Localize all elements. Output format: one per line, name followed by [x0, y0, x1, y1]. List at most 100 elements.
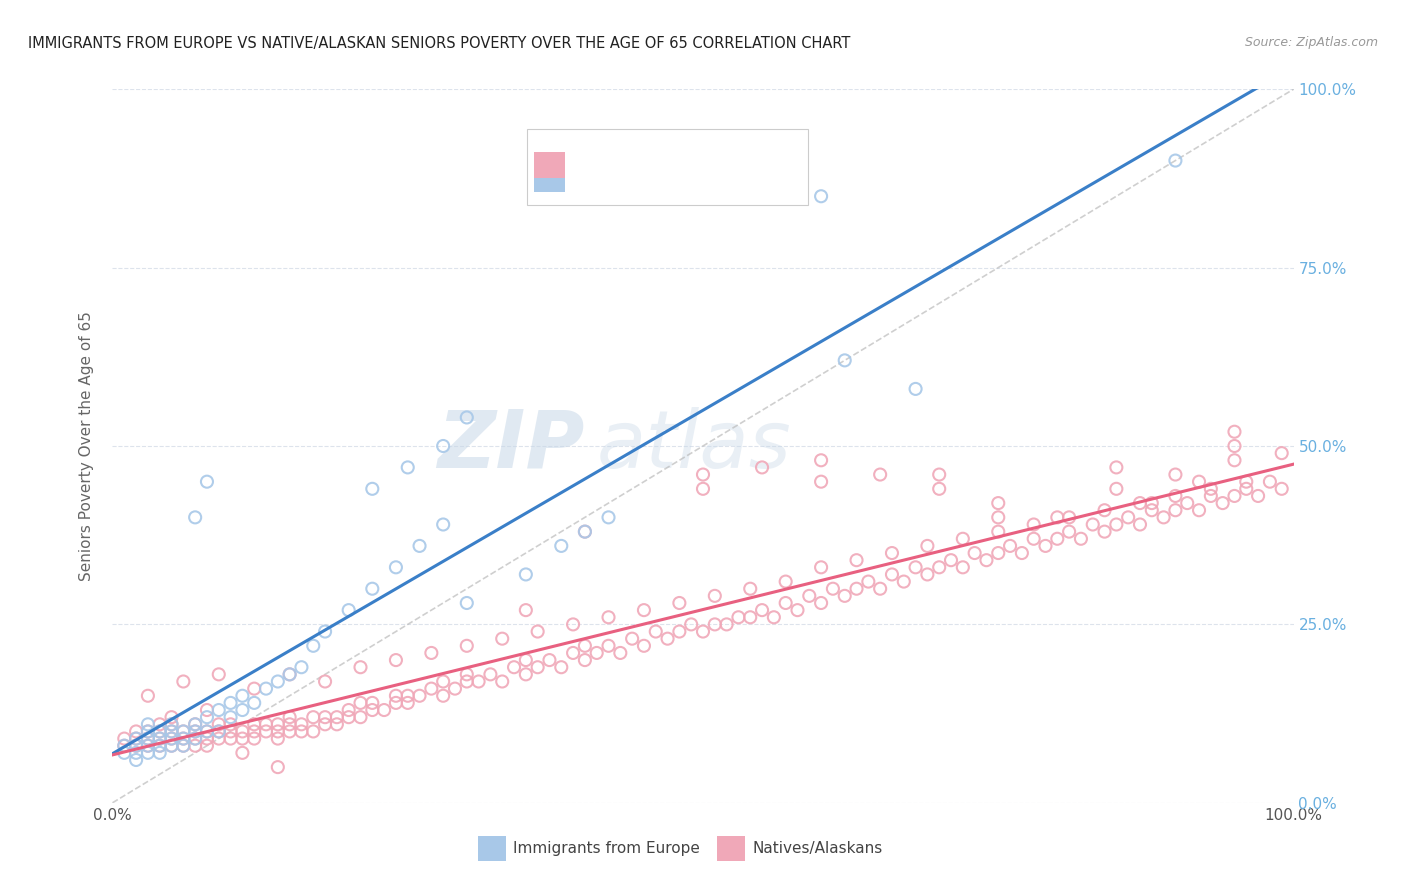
- Point: [834, 353, 856, 368]
- Point: [219, 717, 242, 731]
- Point: [987, 496, 1010, 510]
- Point: [751, 603, 773, 617]
- Text: Immigrants from Europe: Immigrants from Europe: [513, 841, 700, 855]
- Point: [243, 731, 266, 746]
- Point: [1057, 524, 1080, 539]
- Point: [278, 667, 301, 681]
- Point: [136, 724, 159, 739]
- Y-axis label: Seniors Poverty Over the Age of 65: Seniors Poverty Over the Age of 65: [79, 311, 94, 581]
- Point: [112, 739, 135, 753]
- Point: [585, 646, 607, 660]
- Point: [149, 731, 172, 746]
- Point: [751, 460, 773, 475]
- Point: [1164, 467, 1187, 482]
- Point: [633, 639, 655, 653]
- Point: [385, 653, 408, 667]
- Point: [893, 574, 915, 589]
- Point: [290, 660, 312, 674]
- Point: [515, 567, 537, 582]
- Text: 0.600: 0.600: [614, 156, 666, 174]
- Point: [184, 724, 207, 739]
- Point: [408, 689, 430, 703]
- Point: [775, 596, 797, 610]
- Point: [444, 681, 467, 696]
- Point: [195, 724, 218, 739]
- Point: [917, 539, 939, 553]
- Point: [1116, 510, 1139, 524]
- Point: [290, 724, 312, 739]
- Point: [432, 689, 454, 703]
- Point: [740, 582, 762, 596]
- Point: [396, 696, 419, 710]
- Point: [349, 660, 371, 674]
- Point: [928, 467, 950, 482]
- Point: [1011, 546, 1033, 560]
- Point: [515, 653, 537, 667]
- Point: [810, 189, 832, 203]
- Point: [432, 439, 454, 453]
- Point: [267, 724, 290, 739]
- Point: [219, 724, 242, 739]
- Point: [172, 739, 194, 753]
- Point: [574, 639, 596, 653]
- Point: [408, 539, 430, 553]
- Point: [337, 703, 360, 717]
- Point: [136, 739, 159, 753]
- Point: [1022, 517, 1045, 532]
- Point: [349, 696, 371, 710]
- Point: [574, 524, 596, 539]
- Point: [810, 596, 832, 610]
- Point: [775, 574, 797, 589]
- Point: [160, 710, 183, 724]
- Point: [1258, 475, 1281, 489]
- Point: [112, 746, 135, 760]
- Point: [904, 382, 927, 396]
- Point: [880, 567, 903, 582]
- Point: [337, 603, 360, 617]
- Point: [149, 731, 172, 746]
- Point: [821, 582, 844, 596]
- Text: Source: ZipAtlas.com: Source: ZipAtlas.com: [1244, 36, 1378, 49]
- Point: [609, 646, 631, 660]
- Point: [1188, 475, 1211, 489]
- Point: [1234, 482, 1257, 496]
- Point: [136, 746, 159, 760]
- Point: [208, 667, 231, 681]
- Point: [1094, 524, 1116, 539]
- Text: R =: R =: [572, 171, 600, 186]
- Text: 197: 197: [710, 156, 745, 174]
- Point: [361, 482, 384, 496]
- Point: [456, 410, 478, 425]
- Point: [314, 710, 336, 724]
- Point: [432, 517, 454, 532]
- Point: [125, 724, 148, 739]
- Point: [1223, 439, 1246, 453]
- Point: [302, 724, 325, 739]
- Point: [550, 660, 572, 674]
- Point: [160, 717, 183, 731]
- Point: [1271, 446, 1294, 460]
- Point: [172, 724, 194, 739]
- Point: [326, 710, 349, 724]
- Point: [396, 460, 419, 475]
- Point: [136, 739, 159, 753]
- Point: [160, 731, 183, 746]
- Point: [834, 589, 856, 603]
- Point: [208, 703, 231, 717]
- Point: [195, 475, 218, 489]
- Point: [243, 717, 266, 731]
- Point: [349, 710, 371, 724]
- Point: [976, 553, 998, 567]
- Point: [432, 674, 454, 689]
- Point: [361, 703, 384, 717]
- Point: [880, 546, 903, 560]
- Point: [668, 596, 690, 610]
- Point: [786, 603, 808, 617]
- Point: [149, 724, 172, 739]
- Point: [149, 739, 172, 753]
- Text: N =: N =: [671, 158, 700, 172]
- Point: [231, 746, 253, 760]
- Point: [928, 560, 950, 574]
- Point: [172, 739, 194, 753]
- Point: [1035, 539, 1057, 553]
